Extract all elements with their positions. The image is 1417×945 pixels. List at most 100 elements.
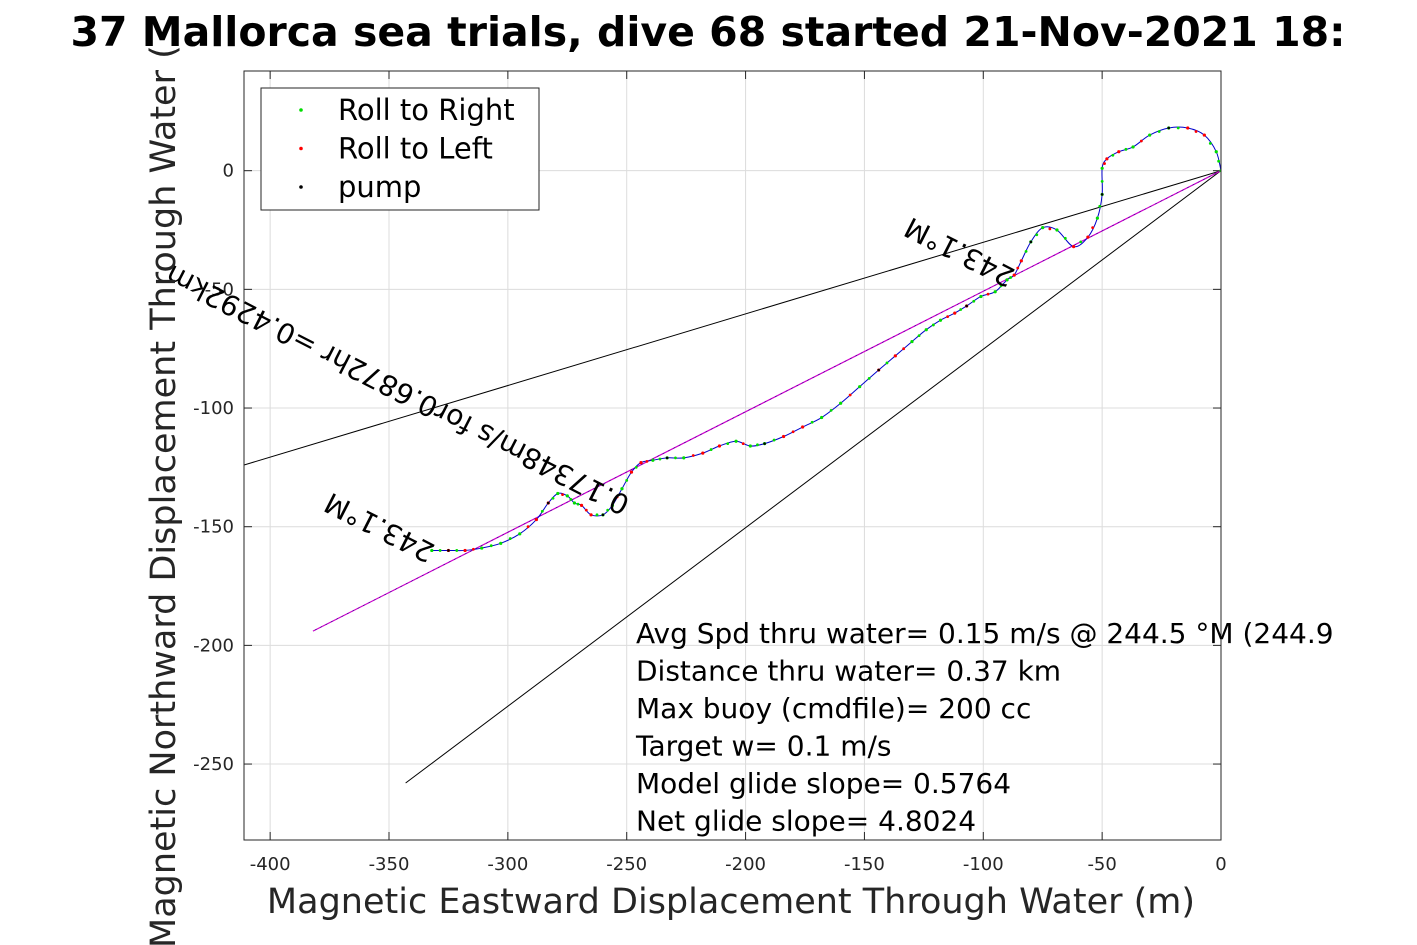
roll-left-point [1202,133,1206,137]
pump-point [877,368,880,372]
legend-label: Roll to Left [338,132,493,166]
legend-marker [299,185,303,189]
y-tick-label: -100 [193,398,234,419]
roll-right-point [1100,179,1104,183]
roll-right-point [839,401,843,405]
legend-marker [299,146,303,151]
roll-right-point [1208,141,1212,145]
roll-left-point [741,442,745,446]
roll-right-point [540,509,544,513]
roll-left-point [1019,259,1023,263]
info-box: Avg Spd thru water= 0.15 m/s @ 244.5 °M … [635,617,1334,838]
roll-left-point [1105,157,1109,161]
y-tick-label: -250 [193,754,234,775]
roll-right-point [820,415,824,420]
info-line: Max buoy (cmdfile)= 200 cc [636,692,1031,725]
roll-right-point [924,328,928,332]
roll-left-point [691,454,695,457]
roll-left-point [1091,226,1095,230]
roll-right-point [620,487,624,491]
roll-right-point [772,438,776,442]
data-series [244,126,1221,784]
roll-right-point [867,376,871,380]
roll-left-point [782,434,786,439]
roll-right-point [734,439,738,443]
legend: Roll to Right Roll to Left pump [260,87,540,211]
x-tick-label: 0 [1215,854,1226,875]
roll-right-point [979,294,983,299]
roll-left-point [893,354,897,358]
roll-left-point [1012,273,1016,277]
x-tick-label: -50 [1087,854,1116,875]
roll-left-point [615,495,619,499]
roll-right-point [1111,153,1115,157]
pump-point [763,442,766,445]
roll-right-point [1124,147,1128,151]
roll-left-point [589,513,593,517]
roll-left-point [1016,266,1020,270]
roll-right-point [1079,240,1083,244]
legend-label: pump [338,170,421,204]
roll-right-point [917,334,921,338]
roll-left-point [579,503,584,507]
roll-right-point [1176,126,1180,130]
roll-right-point [651,458,655,462]
roll-right-point [885,361,889,365]
roll-right-point [910,339,914,344]
roll-right-point [610,503,615,507]
pump-point [601,513,605,517]
pump-point [447,549,450,552]
roll-left-point [1186,126,1190,130]
roll-left-point [1048,227,1052,231]
pump-point [1029,240,1033,244]
y-tick-label: -50 [205,279,234,300]
x-axis-label: Magnetic Eastward Displacement Through W… [267,882,1195,922]
roll-right-point [595,513,599,517]
roll-left-point [848,393,852,397]
x-tick-label: -250 [606,854,647,875]
legend-marker [299,108,303,112]
roll-right-point [1035,233,1039,237]
roll-right-point [572,501,577,505]
roll-right-point [518,532,522,536]
pump-point [546,501,550,505]
roll-right-point [931,323,935,327]
roll-left-point [986,292,990,296]
roll-right-point [674,456,677,460]
roll-left-point [1086,235,1090,239]
roll-right-point [1005,278,1009,282]
roll-left-point [801,425,805,429]
roll-right-point [556,491,560,496]
info-line: Model glide slope= 0.5764 [636,767,1011,800]
roll-right-point [1024,249,1028,253]
roll-right-point [1217,159,1221,163]
roll-left-point [953,311,957,315]
roll-left-point [534,517,538,522]
roll-left-point [645,460,649,463]
roll-right-point [858,385,862,389]
roll-left-point [561,493,564,497]
envelope-line [405,170,1221,784]
roll-right-point [938,318,943,322]
roll-right-point [810,420,814,424]
x-tick-label: -100 [963,854,1004,875]
roll-right-point [726,442,730,446]
roll-left-point [471,547,475,551]
roll-right-point [1009,276,1013,279]
roll-right-point [1131,145,1135,149]
roll-left-point [639,461,643,465]
roll-right-point [972,299,976,303]
pump-point [1100,193,1104,196]
roll-right-point [576,502,580,506]
grid [244,71,1222,840]
roll-right-point [438,549,442,552]
roll-right-point [1063,236,1067,240]
roll-right-point [480,546,484,550]
x-tick-label: -150 [844,854,885,875]
roll-right-point [682,456,686,460]
roll-left-point [526,525,530,529]
x-tick-label: -200 [725,854,766,875]
roll-left-point [946,315,950,319]
roll-right-point [455,549,459,552]
roll-right-point [508,537,512,540]
